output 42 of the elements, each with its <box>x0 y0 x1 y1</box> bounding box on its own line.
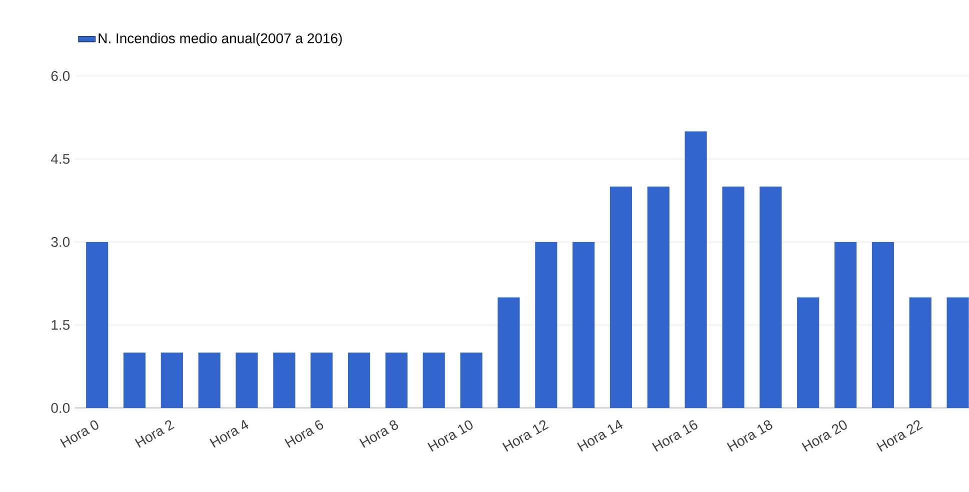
bar <box>909 297 932 408</box>
bar <box>834 242 857 408</box>
x-tick-label: Hora 22 <box>876 420 923 452</box>
bar <box>273 352 296 408</box>
bar <box>348 352 370 408</box>
x-tick-label: Hora 4 <box>210 420 248 448</box>
x-tick-label: Hora 8 <box>359 420 398 448</box>
bar <box>684 131 707 408</box>
bar <box>572 242 595 408</box>
bar <box>198 352 220 408</box>
x-tick-label: Hora 14 <box>577 420 623 452</box>
x-tick-label: Hora 0 <box>60 420 98 448</box>
bar <box>385 352 408 408</box>
legend-label: N. Incendios medio anual(2007 a 2016) <box>98 33 342 46</box>
bar <box>236 352 258 408</box>
bar <box>722 186 744 408</box>
x-tick-label: Hora 6 <box>284 420 324 448</box>
x-tick-label: Hora 20 <box>802 420 847 452</box>
x-tick-label: Hora 12 <box>502 420 549 452</box>
y-tick-label: 4.5 <box>51 154 70 164</box>
bar <box>535 242 558 408</box>
bar <box>760 186 782 408</box>
x-tick-label: Hora 2 <box>134 420 174 448</box>
bar <box>310 352 333 408</box>
bar <box>647 186 670 408</box>
bar <box>946 297 969 408</box>
bar <box>86 242 108 408</box>
y-tick-label: 3.0 <box>51 237 70 247</box>
x-tick-label: Hora 10 <box>427 420 473 452</box>
bar <box>498 297 520 408</box>
bar <box>422 352 445 408</box>
x-tick-label: Hora 18 <box>726 420 772 452</box>
bar <box>797 297 820 408</box>
x-tick-label: Hora 16 <box>652 420 698 452</box>
bar <box>460 352 482 408</box>
y-tick-label: 0.0 <box>51 403 70 413</box>
bar <box>123 352 146 408</box>
bar <box>610 186 632 408</box>
y-tick-label: 1.5 <box>52 320 70 330</box>
bar <box>872 242 894 408</box>
y-tick-label: 6.0 <box>51 71 70 81</box>
bar <box>160 352 183 408</box>
